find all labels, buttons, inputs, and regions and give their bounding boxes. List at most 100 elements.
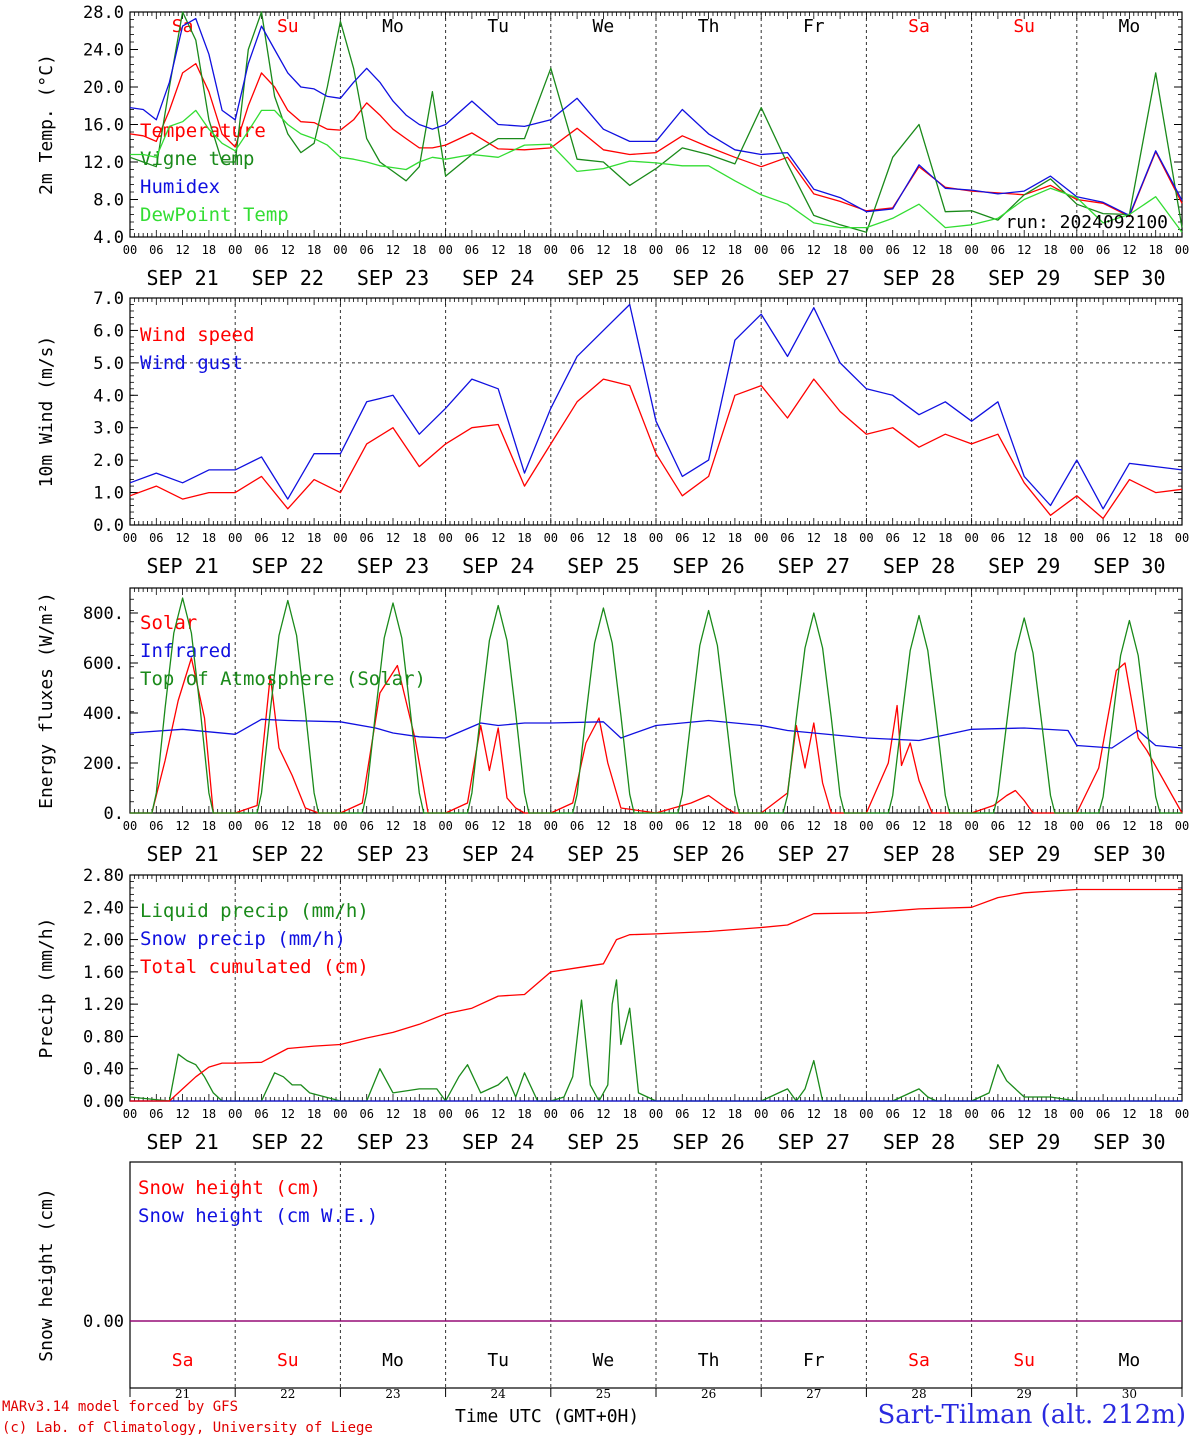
y-tick-label: 800. [83,604,124,624]
day-number-label: 28 [911,1387,926,1401]
x-tick-label: 12 [1017,531,1031,545]
x-tick-label: 00 [649,819,663,833]
x-tick-label: 18 [622,1107,636,1121]
x-tick-label: 06 [885,1107,899,1121]
y-axis-label: Energy fluxes (W/m²) [36,592,57,809]
day-label: SEP 23 [357,266,429,290]
y-tick-label: 2.00 [83,931,124,951]
legend-entry: Infrared [140,640,232,662]
x-tick-label: 18 [728,243,742,257]
weekday-label: Mo [382,1350,404,1371]
x-tick-label: 12 [701,819,715,833]
legend-entry: Vigne temp [140,148,254,170]
x-tick-label: 06 [1096,531,1110,545]
x-tick-label: 18 [202,1107,216,1121]
x-tick-label: 12 [701,243,715,257]
legend-entry: Humidex [140,176,220,198]
x-tick-label: 18 [202,243,216,257]
x-tick-label: 06 [254,819,268,833]
x-tick-label: 18 [412,531,426,545]
day-label: SEP 23 [357,842,429,866]
day-label: SEP 26 [672,842,744,866]
y-tick-label: 1.0 [93,484,124,504]
y-axis-label: Precip (mm/h) [36,918,57,1059]
day-label: SEP 29 [988,1130,1060,1154]
x-tick-label: 18 [307,243,321,257]
weekday-label: Sa [172,1350,194,1371]
x-tick-label: 00 [964,819,978,833]
x-tick-label: 18 [412,1107,426,1121]
y-tick-label: 2.0 [93,451,124,471]
x-tick-label: 12 [912,531,926,545]
y-tick-label: 3.0 [93,419,124,439]
x-tick-label: 12 [1017,1107,1031,1121]
x-tick-label: 00 [964,243,978,257]
day-label: SEP 28 [883,842,955,866]
x-tick-label: 06 [991,531,1005,545]
day-label: SEP 28 [883,266,955,290]
x-tick-label: 00 [859,819,873,833]
x-tick-label: 12 [386,819,400,833]
y-tick-label: 4.0 [93,228,124,248]
x-tick-label: 00 [754,819,768,833]
credit-line2: (c) Lab. of Climatology, University of L… [2,1420,373,1436]
y-tick-label: 2.40 [83,898,124,918]
day-label: SEP 24 [462,842,534,866]
y-tick-label: 28.0 [83,3,124,23]
x-tick-label: 12 [596,531,610,545]
x-tick-label: 00 [228,243,242,257]
x-tick-label: 00 [754,1107,768,1121]
credit-line1: MARv3.14 model forced by GFS [2,1399,239,1415]
day-label: SEP 28 [883,1130,955,1154]
day-label: SEP 30 [1093,266,1165,290]
x-tick-label: 12 [1017,243,1031,257]
x-tick-label: 18 [517,243,531,257]
y-axis-label: Snow height (cm) [36,1188,57,1361]
plot-frame [129,587,1183,814]
day-number-label: 21 [175,1387,190,1401]
x-tick-label: 06 [359,1107,373,1121]
x-tick-label: 12 [596,243,610,257]
series-line-2 [129,11,1183,233]
weekday-label: Su [1013,16,1035,37]
y-tick-label: 200. [83,754,124,774]
x-tick-label: 18 [938,531,952,545]
panel-4: 00 06 12 18 00 06 12 18 00 06 12 18 00 06 12 18 00 06 12 18… [36,866,1189,1154]
weekday-label: Th [698,1350,720,1371]
x-tick-label: 06 [991,1107,1005,1121]
x-tick-label: 06 [570,243,584,257]
x-tick-label: 06 [991,819,1005,833]
day-label: SEP 25 [567,266,639,290]
y-tick-label: 400. [83,704,124,724]
x-tick-label: 18 [1043,531,1057,545]
day-number-label: 23 [385,1387,400,1401]
weekday-label: Su [1013,1350,1035,1371]
weekday-label: We [593,16,615,37]
x-tick-label: 00 [1070,1107,1084,1121]
x-tick-label: 18 [938,1107,952,1121]
x-tick-label: 18 [728,531,742,545]
weekday-label: Tu [487,16,509,37]
x-tick-label: 00 [859,243,873,257]
x-tick-label: 06 [359,243,373,257]
day-number-label: 22 [280,1387,295,1401]
legend-entry: Top of Atmosphere (Solar) [140,668,426,690]
x-tick-label: 06 [675,243,689,257]
x-tick-label: 00 [649,531,663,545]
x-tick-label: 06 [570,819,584,833]
weekday-label: Mo [382,16,404,37]
y-tick-label: 0.0 [93,516,124,536]
x-axis-title: Time UTC (GMT+0H) [455,1406,640,1427]
x-tick-label: 18 [1043,1107,1057,1121]
day-label: SEP 22 [252,842,324,866]
x-tick-label: 18 [1043,819,1057,833]
x-tick-label: 12 [386,531,400,545]
weekday-label: We [593,1350,615,1371]
x-tick-label: 12 [1122,1107,1136,1121]
x-tick-label: 00 [333,243,347,257]
x-tick-label: 06 [465,819,479,833]
day-number-label: 30 [1122,1387,1137,1401]
panel-2: 00 06 12 18 00 06 12 18 00 06 12 18 00 06 12 18 00 06 12 18… [36,289,1189,578]
day-label: SEP 27 [778,554,850,578]
series-line-1 [129,979,1182,1102]
